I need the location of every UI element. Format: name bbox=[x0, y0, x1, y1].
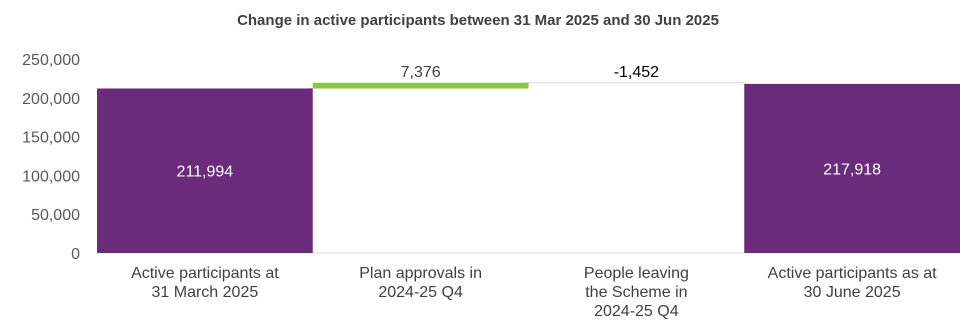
x-category-label: Active participants at bbox=[131, 265, 279, 282]
x-category-label: 2024-25 Q4 bbox=[378, 284, 463, 301]
chart-title: Change in active participants between 31… bbox=[237, 12, 719, 29]
bar-decrease bbox=[528, 82, 745, 84]
bars bbox=[97, 82, 960, 254]
data-labels: 211,994 7,376 -1,452 217,918 bbox=[177, 64, 882, 181]
y-tick-label: 0 bbox=[71, 246, 80, 263]
x-category-label: Plan approvals in bbox=[359, 265, 482, 282]
bar-total bbox=[97, 88, 313, 254]
x-category-label: People leaving bbox=[584, 265, 689, 282]
data-label: -1,452 bbox=[614, 64, 659, 81]
x-category-label: Active participants as at bbox=[768, 265, 938, 282]
x-category-label: the Scheme in bbox=[585, 284, 687, 301]
y-tick-label: 150,000 bbox=[22, 130, 80, 147]
bar-increase bbox=[312, 82, 529, 89]
y-axis-ticks: 0 50,000 100,000 150,000 200,000 250,000 bbox=[22, 52, 80, 263]
category-labels: Active participants at 31 March 2025 Plan … bbox=[131, 265, 937, 320]
bar-total bbox=[744, 83, 960, 253]
y-tick-label: 50,000 bbox=[31, 207, 80, 224]
data-label: 211,994 bbox=[177, 164, 234, 181]
data-label: 217,918 bbox=[823, 161, 881, 178]
y-tick-label: 100,000 bbox=[22, 168, 80, 185]
y-tick-label: 200,000 bbox=[22, 91, 80, 108]
data-label: 7,376 bbox=[401, 64, 441, 81]
x-category-label: 30 June 2025 bbox=[804, 284, 901, 301]
y-tick-label: 250,000 bbox=[22, 52, 80, 69]
x-category-label: 2024-25 Q4 bbox=[594, 303, 679, 320]
x-category-label: 31 March 2025 bbox=[152, 284, 259, 301]
